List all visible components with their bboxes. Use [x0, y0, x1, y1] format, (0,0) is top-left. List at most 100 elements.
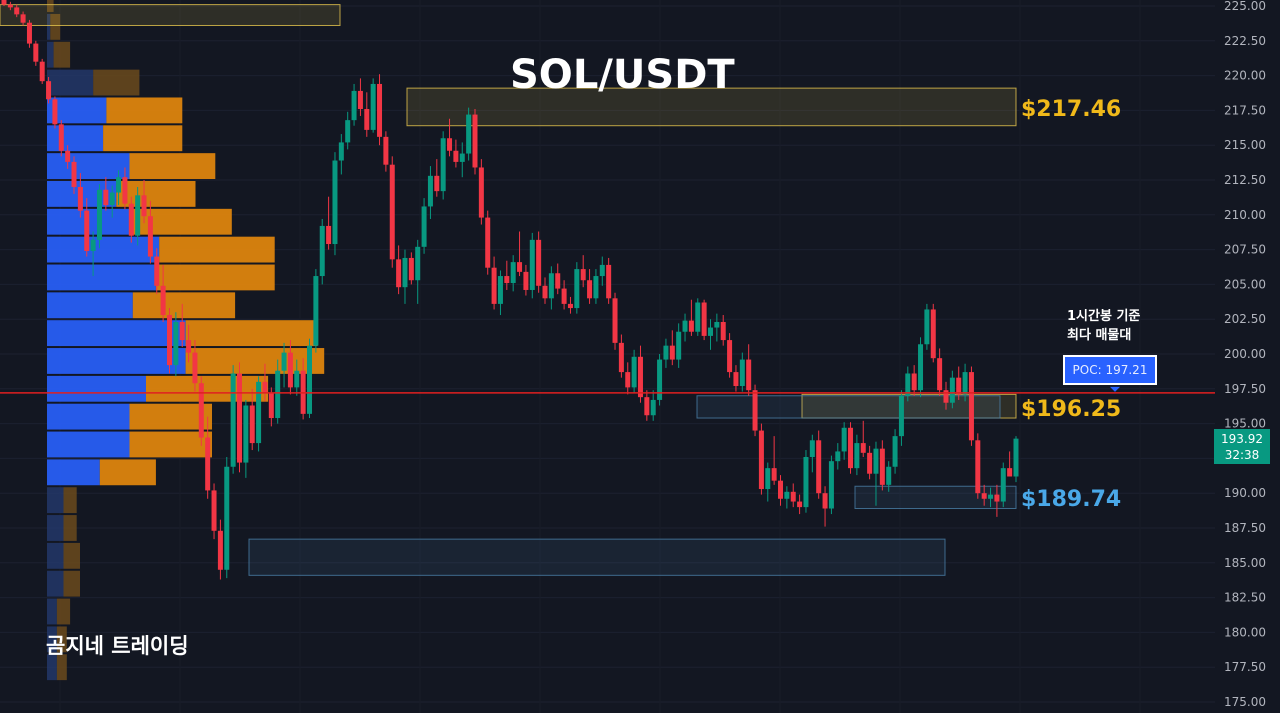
volume-profile-buy-bar	[47, 626, 57, 653]
candle-body	[555, 273, 561, 289]
brand-label: 곰지네 트레이딩	[46, 634, 189, 658]
candle-body	[402, 257, 408, 288]
volume-profile-sell-bar	[155, 264, 275, 291]
candle-body	[198, 383, 204, 438]
candle-body	[968, 372, 974, 441]
candle-body	[828, 461, 834, 509]
candle-body	[727, 340, 733, 373]
volume-profile-buy-bar	[47, 598, 57, 625]
candle-body	[192, 352, 198, 384]
candle-body	[230, 373, 236, 467]
volume-profile-sell-bar	[129, 403, 212, 430]
candle-body	[561, 288, 567, 304]
volume-profile-sell-bar	[63, 487, 77, 514]
candle-body	[612, 298, 618, 343]
candle-body	[924, 309, 930, 345]
candle-body	[962, 372, 968, 395]
candle-body	[695, 302, 701, 332]
candle-body	[472, 114, 478, 168]
candle-body	[625, 372, 631, 388]
volume-profile-buy-bar	[47, 570, 64, 597]
candle-body	[71, 161, 77, 187]
candle-body	[154, 256, 160, 286]
candle-body	[1, 0, 7, 5]
candle-body	[434, 175, 440, 192]
candle-body	[179, 321, 185, 341]
volume-profile-buy-bar	[47, 292, 133, 319]
candle-body	[536, 239, 542, 286]
level-resistance-label: $217.46	[1021, 97, 1122, 122]
level-mid-label: $196.25	[1021, 397, 1122, 422]
volume-profile-sell-bar	[103, 125, 183, 152]
candle-body	[116, 177, 122, 193]
candle-body	[790, 491, 796, 502]
candle-body	[109, 192, 115, 206]
candle-body	[52, 99, 58, 125]
candle-body	[459, 153, 465, 162]
volume-profile-buy-bar	[47, 542, 64, 569]
candle-body	[606, 264, 612, 299]
poc-note-line2: 최다 매물대	[1067, 328, 1132, 343]
candle-body	[1013, 438, 1019, 477]
candle-body	[574, 269, 580, 309]
candle-body	[7, 4, 13, 8]
candle-body	[408, 257, 414, 281]
candle-body	[243, 405, 249, 463]
candle-body	[268, 392, 274, 419]
candle-body	[173, 321, 179, 366]
candle-body	[1007, 468, 1013, 477]
candle-body	[389, 164, 395, 260]
candle-body	[256, 381, 262, 444]
y-tick-label: 205.00	[1224, 277, 1266, 291]
candle-body	[809, 440, 815, 458]
zone-low	[248, 538, 946, 576]
volume-profile-buy-bar	[47, 208, 133, 235]
candle-body	[453, 150, 459, 162]
volume-profile-sell-bar	[132, 292, 236, 319]
volume-profile-sell-bar	[56, 654, 67, 681]
y-tick-label: 222.50	[1224, 34, 1266, 48]
candle-body	[383, 136, 389, 165]
candle-body	[714, 321, 720, 328]
volume-profile-sell-bar	[106, 97, 183, 124]
candle-body	[351, 90, 357, 121]
y-tick-label: 180.00	[1224, 625, 1266, 639]
candle-body	[663, 345, 669, 360]
candle-body	[784, 491, 790, 499]
candle-body	[39, 61, 45, 82]
candle-body	[504, 276, 510, 284]
candle-body	[631, 356, 637, 388]
current-price: 193.92	[1221, 432, 1263, 446]
candle-body	[186, 340, 192, 353]
volume-profile-buy-bar	[47, 515, 64, 541]
candle-body	[262, 381, 268, 393]
poc-note: 1시간봉 기준 최다 매물대	[1067, 307, 1140, 345]
candle-body	[58, 124, 64, 151]
candle-body	[46, 81, 52, 100]
y-tick-label: 182.50	[1224, 591, 1266, 605]
volume-profile-buy-bar	[47, 487, 64, 514]
y-tick-label: 217.50	[1224, 103, 1266, 117]
candle-body	[918, 344, 924, 391]
candle-body	[421, 206, 427, 247]
candle-body	[567, 303, 573, 309]
candle-body	[90, 239, 96, 251]
volume-profile-buy-bar	[47, 69, 94, 96]
candle-body	[345, 120, 351, 143]
volume-profile-buy-bar	[47, 264, 156, 291]
candle-body	[752, 390, 758, 431]
volume-profile-sell-bar	[56, 598, 71, 625]
candle-body	[249, 405, 255, 444]
candle-body	[370, 83, 376, 130]
candle-body	[657, 359, 663, 400]
candle-body	[879, 448, 885, 485]
volume-profile-sell-bar	[56, 626, 67, 653]
candle-body	[96, 189, 102, 240]
candle-body	[529, 239, 535, 290]
candle-body	[994, 494, 1000, 502]
candle-body	[758, 430, 764, 490]
candle-body	[84, 210, 90, 251]
candle-body	[396, 259, 402, 288]
